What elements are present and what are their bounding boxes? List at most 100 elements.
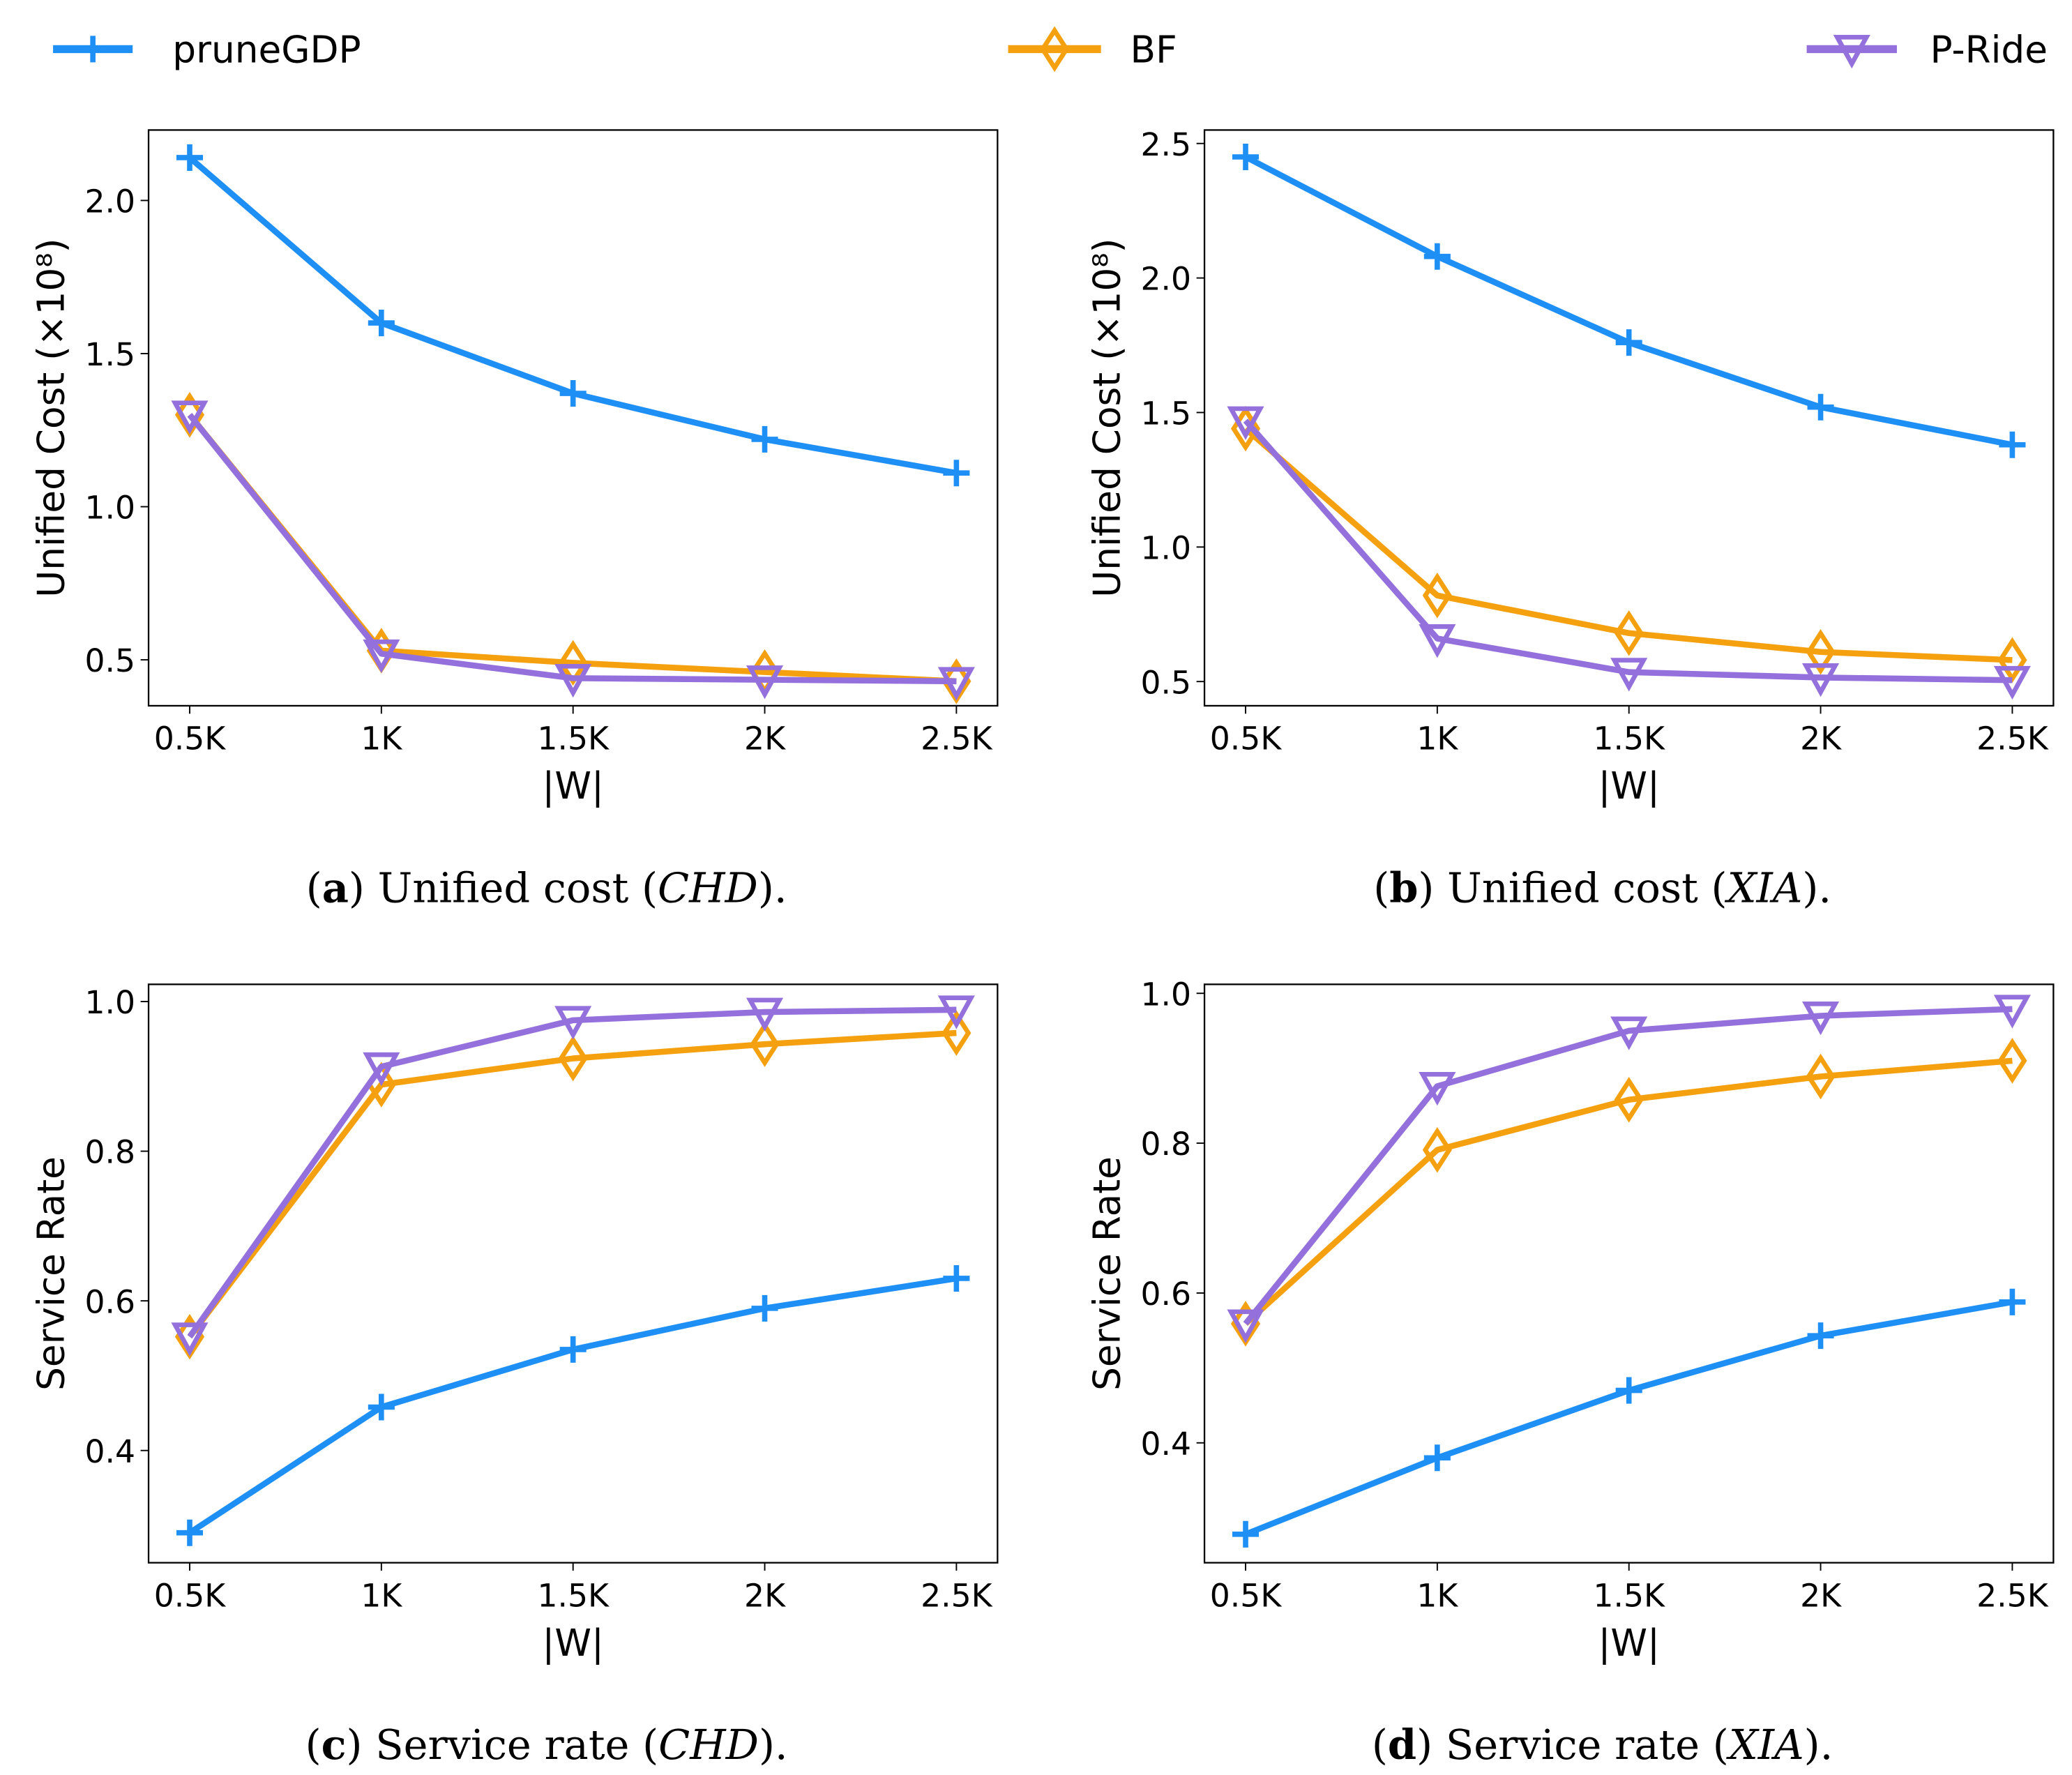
data-point	[1423, 243, 1451, 270]
diamond-marker-icon	[1614, 1076, 1644, 1123]
triangle-down-marker-icon	[937, 995, 975, 1029]
data-point	[554, 663, 592, 698]
chart-a: 0.5K 1K 1.5K 2K 2.5K 0.5 1.0 1.5 2.0 |W| Unified C…	[29, 129, 999, 912]
data-point	[1802, 663, 1840, 697]
diamond-marker-icon	[558, 640, 588, 686]
data-point	[171, 1322, 209, 1357]
triangle-down-marker-icon	[171, 400, 209, 435]
legend-marker	[1833, 34, 1870, 69]
plus-marker-icon	[368, 310, 395, 337]
data-point	[1422, 1126, 1452, 1173]
series-p-ride	[1227, 406, 2031, 700]
legend-item-bf: BF	[1008, 26, 1177, 73]
caption-part: (	[1372, 1721, 1388, 1769]
x-tick-label: 0.5K	[1210, 720, 1283, 757]
data-point	[559, 1336, 587, 1363]
data-point	[746, 665, 784, 700]
chart-caption: (b) Unified cost (XIA).	[1373, 863, 1831, 912]
legend-label: P-Ride	[1930, 28, 2048, 71]
series-line	[1243, 418, 2013, 683]
triangle-down-marker-icon	[554, 1006, 592, 1040]
data-point	[1227, 1309, 1264, 1343]
x-tick-label: 2.5K	[921, 720, 993, 757]
caption-part: ) Unified cost (	[1418, 863, 1727, 912]
plus-marker-icon	[943, 460, 970, 487]
diamond-marker-icon	[1806, 1053, 1836, 1100]
plus-marker-icon	[1999, 431, 2026, 458]
y-tick-label: 1.0	[84, 984, 135, 1021]
caption-part: ).	[758, 863, 787, 912]
y-tick-label: 0.4	[1140, 1426, 1191, 1463]
x-tick-label: 2K	[744, 720, 786, 757]
series-line	[187, 1029, 957, 1339]
series-p-ride	[1227, 995, 2031, 1343]
caption-part: XIA	[1726, 1721, 1804, 1769]
triangle-down-marker-icon	[1993, 995, 2031, 1029]
data-point	[1614, 610, 1644, 656]
data-point	[1610, 1016, 1648, 1050]
y-tick-label: 0.8	[84, 1134, 135, 1171]
data-point	[943, 460, 970, 487]
data-point	[751, 425, 778, 453]
data-point	[1232, 143, 1260, 171]
triangle-down-marker-icon	[746, 665, 784, 700]
legend-marker	[1040, 26, 1070, 73]
data-point	[943, 1264, 970, 1292]
triangle-down-marker-icon	[1993, 665, 2031, 700]
plus-marker-icon	[368, 1393, 395, 1421]
data-point	[1423, 1444, 1451, 1472]
plus-marker-icon	[751, 1294, 778, 1322]
x-tick-label: 1.5K	[1593, 1577, 1665, 1614]
triangle-down-marker-icon	[363, 639, 400, 674]
caption-part: ).	[759, 1721, 788, 1769]
plot-frame	[1203, 983, 2055, 1564]
data-point	[937, 667, 975, 701]
data-point	[1806, 1053, 1836, 1100]
plus-marker-icon	[1232, 1520, 1260, 1548]
diamond-marker-icon	[558, 1035, 588, 1082]
chart-d: 0.5K 1K 1.5K 2K 2.5K 0.4 0.6 0.8 1.0 |W| Service R…	[1085, 976, 2055, 1769]
data-point	[1999, 431, 2026, 458]
x-axis-label: |W|	[1598, 1622, 1660, 1665]
chart-b: 0.5K 1K 1.5K 2K 2.5K 0.5 1.0 1.5 2.0 2.5 |W| Unifie…	[1085, 126, 2055, 912]
caption-part: (	[306, 863, 322, 912]
caption-part: c	[322, 1721, 347, 1769]
data-point	[171, 400, 209, 435]
series-prunegdp	[176, 1264, 970, 1546]
caption-part: b	[1389, 863, 1418, 912]
series-prunegdp	[1232, 1288, 2026, 1548]
data-point	[1614, 1076, 1644, 1123]
series-p-ride	[171, 995, 975, 1357]
plus-marker-icon	[943, 1264, 970, 1292]
caption-part: XIA	[1725, 863, 1803, 912]
caption-part: ).	[1804, 1721, 1833, 1769]
data-point	[1806, 628, 1836, 675]
plus-marker-icon	[1615, 1377, 1642, 1404]
plus-marker-icon	[1232, 143, 1260, 171]
chart-caption: (a) Unified cost (CHD).	[306, 863, 787, 912]
plus-marker-icon	[1615, 329, 1642, 356]
caption-part: ).	[1802, 863, 1831, 912]
y-tick-label: 2.0	[84, 183, 135, 220]
triangle-down-marker-icon	[1419, 624, 1456, 658]
data-point	[1227, 406, 1264, 440]
data-point	[1419, 624, 1456, 658]
y-tick-label: 1.0	[1140, 529, 1191, 566]
x-tick-label: 1.5K	[1593, 720, 1665, 757]
data-point	[1802, 1002, 1840, 1036]
data-point	[1615, 329, 1642, 356]
data-point	[746, 997, 784, 1032]
y-tick-label: 1.5	[84, 336, 135, 373]
x-axis-label: |W|	[542, 1622, 604, 1665]
x-tick-label: 2.5K	[1976, 720, 2049, 757]
x-tick-label: 0.5K	[154, 1577, 227, 1614]
series-line	[1243, 1057, 2013, 1327]
plus-marker-icon	[1807, 393, 1834, 421]
data-point	[176, 1519, 204, 1546]
plus-marker-icon	[559, 1336, 587, 1363]
series-line	[1243, 426, 2013, 663]
caption-part: d	[1388, 1721, 1416, 1769]
data-point	[558, 1035, 588, 1082]
